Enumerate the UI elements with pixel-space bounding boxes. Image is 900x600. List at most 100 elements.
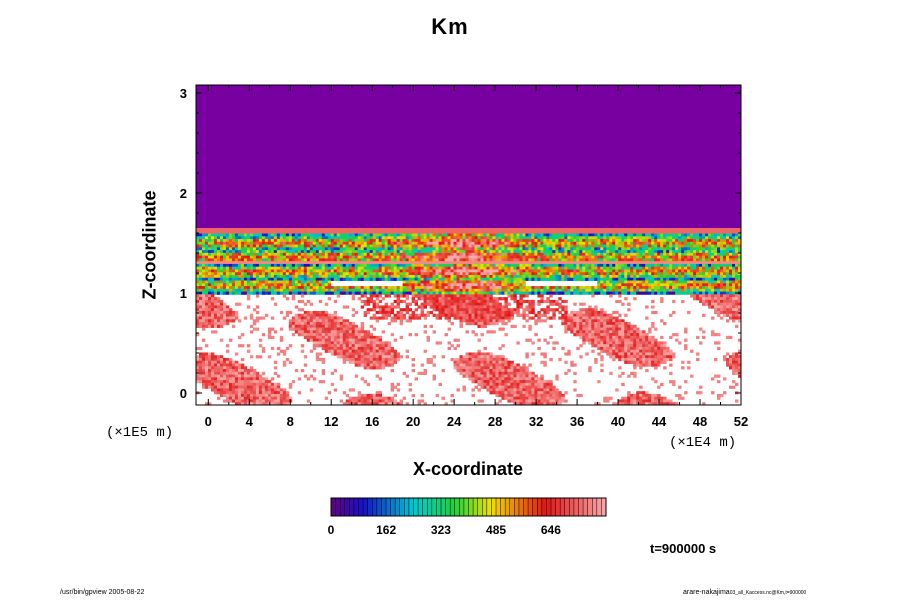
field-cell bbox=[585, 252, 589, 257]
field-cell bbox=[252, 277, 257, 281]
field-cell bbox=[306, 233, 311, 237]
field-cell bbox=[669, 261, 673, 265]
field-cell bbox=[495, 277, 499, 281]
field-cell bbox=[369, 263, 374, 268]
field-cell bbox=[432, 308, 436, 312]
field-cell bbox=[714, 252, 718, 257]
field-cell bbox=[519, 269, 523, 273]
field-cell bbox=[705, 299, 709, 304]
field-cell bbox=[474, 263, 478, 268]
field-cell bbox=[303, 280, 308, 284]
field-cell bbox=[285, 297, 290, 301]
field-cell bbox=[594, 250, 598, 254]
field-cell bbox=[510, 308, 514, 312]
field-cell bbox=[196, 230, 200, 234]
field-cell bbox=[453, 244, 457, 248]
field-cell bbox=[234, 258, 239, 262]
field-cell bbox=[426, 286, 430, 290]
field-cell bbox=[246, 288, 251, 293]
field-cell bbox=[483, 291, 487, 295]
field-cell bbox=[303, 252, 308, 257]
field-cell bbox=[255, 280, 260, 284]
field-cell bbox=[450, 291, 454, 295]
field-cell bbox=[345, 277, 350, 281]
field-cell bbox=[423, 280, 427, 284]
field-cell bbox=[276, 280, 281, 284]
field-cell bbox=[390, 263, 395, 268]
field-cell bbox=[261, 286, 266, 290]
field-cell bbox=[477, 286, 481, 290]
field-cell bbox=[633, 247, 637, 251]
field-cell bbox=[342, 255, 347, 259]
field-cell bbox=[513, 263, 517, 268]
field-cell bbox=[657, 252, 661, 257]
field-cell bbox=[696, 233, 700, 237]
field-cell bbox=[213, 269, 218, 273]
field-cell bbox=[642, 230, 646, 234]
field-cell bbox=[612, 288, 616, 293]
field-cell bbox=[702, 288, 706, 293]
field-cell bbox=[390, 275, 395, 279]
field-cell bbox=[414, 275, 418, 279]
field-cell bbox=[549, 258, 553, 262]
field-cell bbox=[270, 275, 275, 279]
field-cell bbox=[615, 230, 619, 234]
field-cell bbox=[651, 228, 655, 232]
field-cell bbox=[240, 239, 245, 243]
field-cell bbox=[621, 302, 625, 306]
field-cell bbox=[483, 263, 487, 268]
field-cell bbox=[681, 266, 685, 270]
field-cell bbox=[732, 272, 736, 276]
field-cell bbox=[591, 288, 595, 293]
field-cell bbox=[720, 247, 724, 251]
field-cell bbox=[408, 258, 413, 262]
field-cell bbox=[696, 297, 700, 301]
field-cell bbox=[549, 228, 553, 232]
field-cell bbox=[504, 233, 508, 237]
field-cell bbox=[435, 305, 439, 309]
field-cell bbox=[678, 283, 682, 287]
field-cell bbox=[609, 258, 613, 262]
field-cell bbox=[654, 233, 658, 237]
field-cell bbox=[324, 228, 329, 232]
field-cell bbox=[309, 275, 314, 279]
field-cell bbox=[597, 263, 601, 268]
field-cell bbox=[705, 263, 709, 268]
field-cell bbox=[453, 288, 457, 293]
field-cell bbox=[330, 236, 335, 240]
field-cell bbox=[234, 302, 239, 306]
field-cell bbox=[627, 250, 631, 254]
field-cell bbox=[420, 233, 424, 237]
field-cell bbox=[405, 258, 410, 262]
field-cell bbox=[396, 305, 401, 309]
field-cell bbox=[648, 266, 652, 270]
field-cell bbox=[369, 228, 374, 232]
field-cell bbox=[372, 288, 377, 293]
field-cell bbox=[351, 294, 356, 298]
field-cell bbox=[330, 275, 335, 279]
field-cell bbox=[276, 272, 281, 276]
field-cell bbox=[441, 258, 445, 262]
field-cell bbox=[711, 252, 715, 257]
field-cell bbox=[678, 280, 682, 284]
field-cell bbox=[708, 269, 712, 273]
field-cell bbox=[594, 236, 598, 240]
field-cell bbox=[552, 263, 556, 268]
field-cell bbox=[687, 258, 691, 262]
field-cell bbox=[330, 250, 335, 254]
field-cell bbox=[633, 252, 637, 257]
field-cell bbox=[648, 250, 652, 254]
field-cell bbox=[408, 247, 413, 251]
field-cell bbox=[435, 288, 439, 293]
field-cell bbox=[387, 310, 392, 315]
field-cell bbox=[444, 272, 448, 276]
field-cell bbox=[246, 305, 251, 309]
field-cell bbox=[729, 261, 733, 265]
field-cell bbox=[234, 228, 239, 232]
field-cell bbox=[201, 266, 206, 270]
field-cell bbox=[360, 305, 365, 309]
field-cell bbox=[732, 230, 736, 234]
field-cell bbox=[486, 291, 490, 295]
field-cell bbox=[288, 310, 293, 315]
field-cell bbox=[585, 308, 589, 312]
